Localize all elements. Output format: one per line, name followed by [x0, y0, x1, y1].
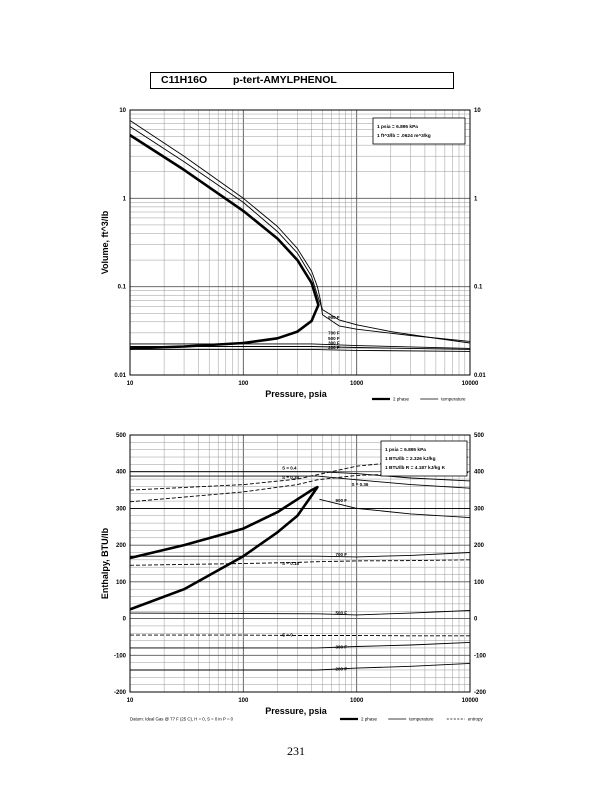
curve-label: 700 F [328, 330, 340, 335]
enthalpy-chart: S = 0.4 S = 0.38 S = 0.36 900 F 700 F S = 0.1… [100, 433, 487, 722]
y-tick-label-right: -200 [474, 690, 487, 696]
curve-label: 300 F [328, 341, 340, 346]
y-tick-label-right: 0.01 [474, 373, 486, 379]
y-tick-label: 1 [123, 196, 127, 202]
datum-footnote: Datum: Ideal Gas @ 77 F (25 C), H = 0, S… [130, 717, 234, 722]
curve-label: S = 0.18 [282, 561, 299, 566]
curve-label: 700 F [335, 552, 347, 557]
x-tick-label: 100 [238, 698, 249, 704]
y-tick-label: 0 [123, 617, 127, 623]
legend-text: 1 BTU/lb R = 4.187 kJ/kg K [385, 465, 446, 471]
temperature-line [129, 120, 471, 342]
x-tick-label: 1000 [350, 381, 364, 387]
legend-label: 2 phase [393, 397, 410, 402]
x-tick-label: 1000 [350, 698, 364, 704]
two-phase-curve [129, 485, 319, 611]
x-tick-label: 10 [127, 381, 134, 387]
legend-label: entropy [468, 717, 484, 722]
curve-label: 900 F [328, 315, 340, 320]
temperature-line [130, 346, 471, 350]
curve-label: 200 F [335, 667, 347, 672]
legend-box [372, 117, 466, 145]
legend-text: 1 psia = 6.895 kPa [385, 447, 426, 453]
legend-text: 1 psia = 6.895 kPa [377, 124, 418, 130]
entropy-line [129, 559, 471, 566]
curve-label: 900 F [335, 498, 347, 503]
y-tick-label-right: 500 [474, 433, 485, 439]
y-tick-label: -100 [114, 653, 127, 659]
y-tick-label-right: 1 [474, 196, 478, 202]
x-axis-title: Pressure, psia [265, 389, 328, 399]
y-tick-label: 400 [116, 470, 127, 476]
y-tick-label: -200 [114, 690, 127, 696]
compound-name: p-tert-AMYLPHENOL [233, 74, 337, 86]
y-tick-label: 0.01 [114, 373, 126, 379]
legend-label: 2 phase [361, 717, 378, 722]
y-tick-label-right: 400 [474, 470, 485, 476]
curve-label: 200 F [328, 345, 340, 350]
compound-formula: C11H16O [161, 74, 208, 86]
y-axis-title: Volume, ft^3/lb [100, 210, 110, 274]
y-tick-label-right: 300 [474, 506, 485, 512]
x-tick-label: 10 [127, 698, 134, 704]
page-number: 231 [287, 744, 305, 758]
y-tick-label: 300 [116, 506, 127, 512]
plot-frame [129, 434, 471, 693]
title-box: C11H16O p-tert-AMYLPHENOL [150, 72, 454, 89]
y-tick-label-right: 0.1 [474, 285, 483, 291]
legend-box [380, 440, 468, 477]
y-tick-label-right: -100 [474, 653, 487, 659]
x-axis-title: Pressure, psia [265, 706, 328, 716]
y-tick-label-right: 0 [474, 617, 478, 623]
x-tick-label: 100 [238, 381, 249, 387]
temperature-line [130, 471, 471, 482]
legend-label: temperature [441, 397, 466, 402]
temperature-line [130, 343, 471, 349]
x-tick-label: 10000 [462, 698, 479, 704]
curve-label: 500 F [335, 611, 347, 616]
temperature-line [319, 498, 471, 519]
temperature-line [130, 475, 471, 489]
legend-label: temperature [409, 717, 434, 722]
plot-frame [129, 109, 471, 376]
y-tick-label-right: 10 [474, 108, 481, 114]
temperature-line [130, 348, 471, 352]
two-phase-curve [129, 134, 320, 350]
temperature-line [129, 126, 471, 344]
legend-text: 1 BTU/lb = 2.326 kJ/kg [385, 456, 436, 462]
curve-label: S = 0.36 [351, 482, 368, 487]
curve-label: 300 F [335, 645, 347, 650]
y-tick-label-right: 200 [474, 543, 485, 549]
x-tick-label: 10000 [462, 381, 479, 387]
temperature-line [130, 662, 471, 671]
y-tick-label: 200 [116, 543, 127, 549]
y-tick-label-right: 100 [474, 580, 485, 586]
y-tick-label: 100 [116, 580, 127, 586]
y-axis-title: Enthalpy, BTU/lb [100, 527, 110, 599]
curve-label: 500 F [328, 336, 340, 341]
temperature-line [130, 641, 471, 649]
entropy-line [130, 634, 470, 637]
curve-label: S = 0.4 [282, 466, 297, 471]
temperature-line [130, 552, 471, 558]
legend-text: 1 ft^3/lb = .0624 m^3/kg [377, 133, 431, 139]
y-tick-label: 500 [116, 433, 127, 439]
curve-label: S = 0.38 [282, 475, 299, 480]
y-tick-label: 0.1 [118, 285, 127, 291]
curve-label: S = 0 [282, 633, 293, 638]
temperature-line [129, 610, 471, 616]
y-tick-label: 10 [119, 108, 126, 114]
